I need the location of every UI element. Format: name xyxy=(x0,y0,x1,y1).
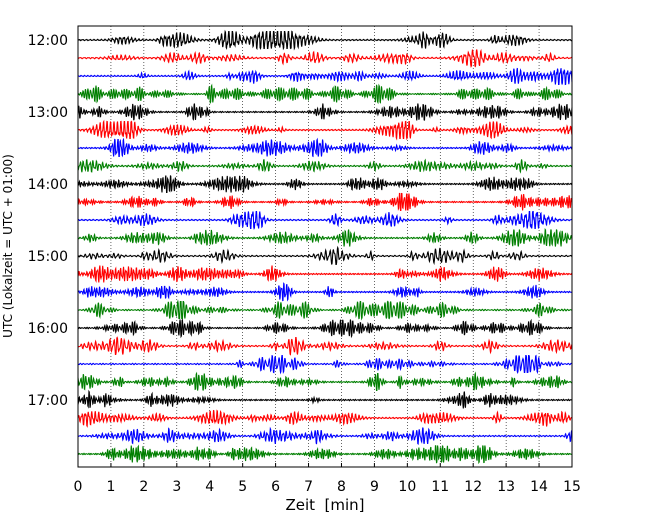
x-tick-label: 5 xyxy=(238,479,247,495)
x-tick-label: 11 xyxy=(431,479,449,495)
x-tick-label: 7 xyxy=(304,479,313,495)
trace-line xyxy=(77,282,573,302)
trace-group xyxy=(77,29,573,465)
x-tick-label: 2 xyxy=(139,479,148,495)
x-tick-label: 12 xyxy=(464,479,482,495)
trace-line xyxy=(77,192,573,212)
x-tick-label: 14 xyxy=(530,479,548,495)
trace-line xyxy=(77,48,573,68)
trace-line xyxy=(77,336,573,356)
trace-line xyxy=(77,354,573,375)
x-tick-label: 15 xyxy=(563,479,581,495)
trace-line xyxy=(77,210,573,230)
trace-line xyxy=(77,371,573,392)
y-tick-label: 17:00 xyxy=(28,393,68,409)
x-tick-label: 10 xyxy=(398,479,416,495)
y-axis: 12:00 13:00 14:00 15:00 16:00 17:00 xyxy=(28,33,82,409)
y-tick-label: 12:00 xyxy=(28,33,68,49)
trace-line xyxy=(77,409,573,428)
trace-line xyxy=(77,227,573,247)
trace-line xyxy=(77,426,573,446)
y-tick-label: 14:00 xyxy=(28,177,68,193)
plot-frame xyxy=(77,25,573,468)
y-tick-label: 13:00 xyxy=(28,105,68,121)
x-axis-label: Zeit [min] xyxy=(285,496,364,514)
trace-line xyxy=(77,67,573,86)
trace-line xyxy=(77,245,573,266)
x-tick-label: 3 xyxy=(172,479,181,495)
x-tick-label: 8 xyxy=(337,479,346,495)
trace-line xyxy=(77,103,573,121)
trace-line xyxy=(77,119,573,141)
y-axis-label: UTC (Lokalzeit = UTC + 01:00) xyxy=(1,154,15,338)
x-tick-label: 13 xyxy=(497,479,515,495)
y-tick-label: 15:00 xyxy=(28,249,68,265)
trace-line xyxy=(77,444,573,465)
x-tick-label: 0 xyxy=(74,479,83,495)
trace-line xyxy=(77,175,573,194)
x-tick-label: 1 xyxy=(106,479,115,495)
trace-line xyxy=(77,318,573,339)
x-axis: 0 1 2 3 4 5 6 7 8 9 10 11 12 13 14 15 xyxy=(74,463,581,495)
trace-line xyxy=(77,299,573,321)
trace-line xyxy=(77,83,573,105)
trace-line xyxy=(77,137,573,158)
trace-line xyxy=(77,265,573,284)
trace-line xyxy=(77,158,573,174)
trace-line xyxy=(77,389,573,409)
x-tick-label: 4 xyxy=(205,479,214,495)
x-tick-label: 9 xyxy=(370,479,379,495)
x-tick-label: 6 xyxy=(271,479,280,495)
trace-line xyxy=(77,29,573,51)
y-tick-label: 16:00 xyxy=(28,321,68,337)
